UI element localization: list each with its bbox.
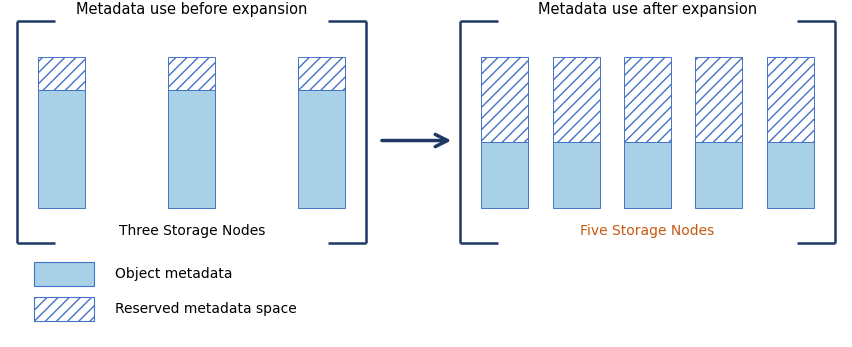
Bar (34, 262, 94, 286)
Bar (481, 142, 528, 208)
Text: Object metadata: Object metadata (115, 267, 233, 281)
Text: Metadata use before expansion: Metadata use before expansion (76, 2, 308, 17)
Bar (298, 91, 345, 208)
Bar (169, 57, 215, 91)
Bar (767, 142, 814, 208)
Bar (624, 57, 671, 142)
Text: Three Storage Nodes: Three Storage Nodes (118, 224, 265, 238)
Text: Five Storage Nodes: Five Storage Nodes (580, 224, 715, 238)
Bar (624, 142, 671, 208)
Text: Reserved metadata space: Reserved metadata space (115, 302, 296, 316)
Bar (767, 57, 814, 142)
Bar (553, 57, 600, 142)
Text: Metadata use after expansion: Metadata use after expansion (538, 2, 757, 17)
Bar (34, 297, 94, 321)
Bar (38, 91, 85, 208)
Bar (38, 57, 85, 91)
Bar (695, 142, 742, 208)
Bar (169, 91, 215, 208)
Bar (695, 57, 742, 142)
Bar (481, 57, 528, 142)
Bar (553, 142, 600, 208)
Bar (298, 57, 345, 91)
